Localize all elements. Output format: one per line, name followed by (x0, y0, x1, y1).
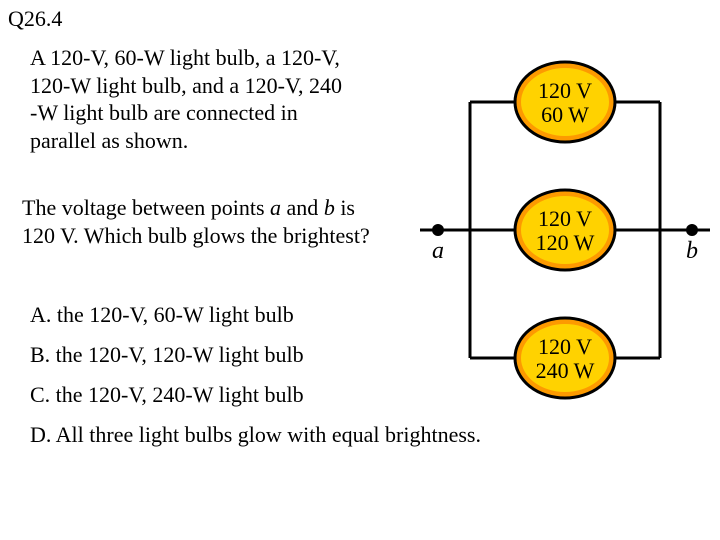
svg-text:120 V: 120 V (538, 206, 592, 231)
p1-line1: A 120-V, 60-W light bulb, a 120-V, (30, 45, 340, 70)
p2-mid: and (281, 195, 324, 220)
paragraph-1: A 120-V, 60-W light bulb, a 120-V, 120-W… (30, 44, 400, 154)
circuit-svg: 120 V60 W120 V120 W120 V240 Wab (430, 50, 700, 450)
svg-text:120 V: 120 V (538, 334, 592, 359)
p2-pre: The voltage between points (22, 195, 270, 220)
svg-text:120 W: 120 W (536, 230, 595, 255)
p1-line4: parallel as shown. (30, 128, 188, 153)
paragraph-2: The voltage between points a and b is 12… (22, 194, 382, 249)
svg-text:b: b (686, 238, 698, 264)
p2-a: a (270, 195, 281, 220)
svg-text:a: a (432, 238, 444, 264)
p1-line3: -W light bulb are connected in (30, 100, 298, 125)
question-number: Q26.4 (8, 6, 62, 32)
svg-text:240 W: 240 W (536, 358, 595, 383)
svg-text:60 W: 60 W (541, 102, 589, 127)
circuit-diagram: 120 V60 W120 V120 W120 V240 Wab (430, 50, 700, 450)
p1-line2: 120-W light bulb, and a 120-V, 240 (30, 73, 342, 98)
svg-text:120 V: 120 V (538, 78, 592, 103)
p2-b: b (324, 195, 335, 220)
